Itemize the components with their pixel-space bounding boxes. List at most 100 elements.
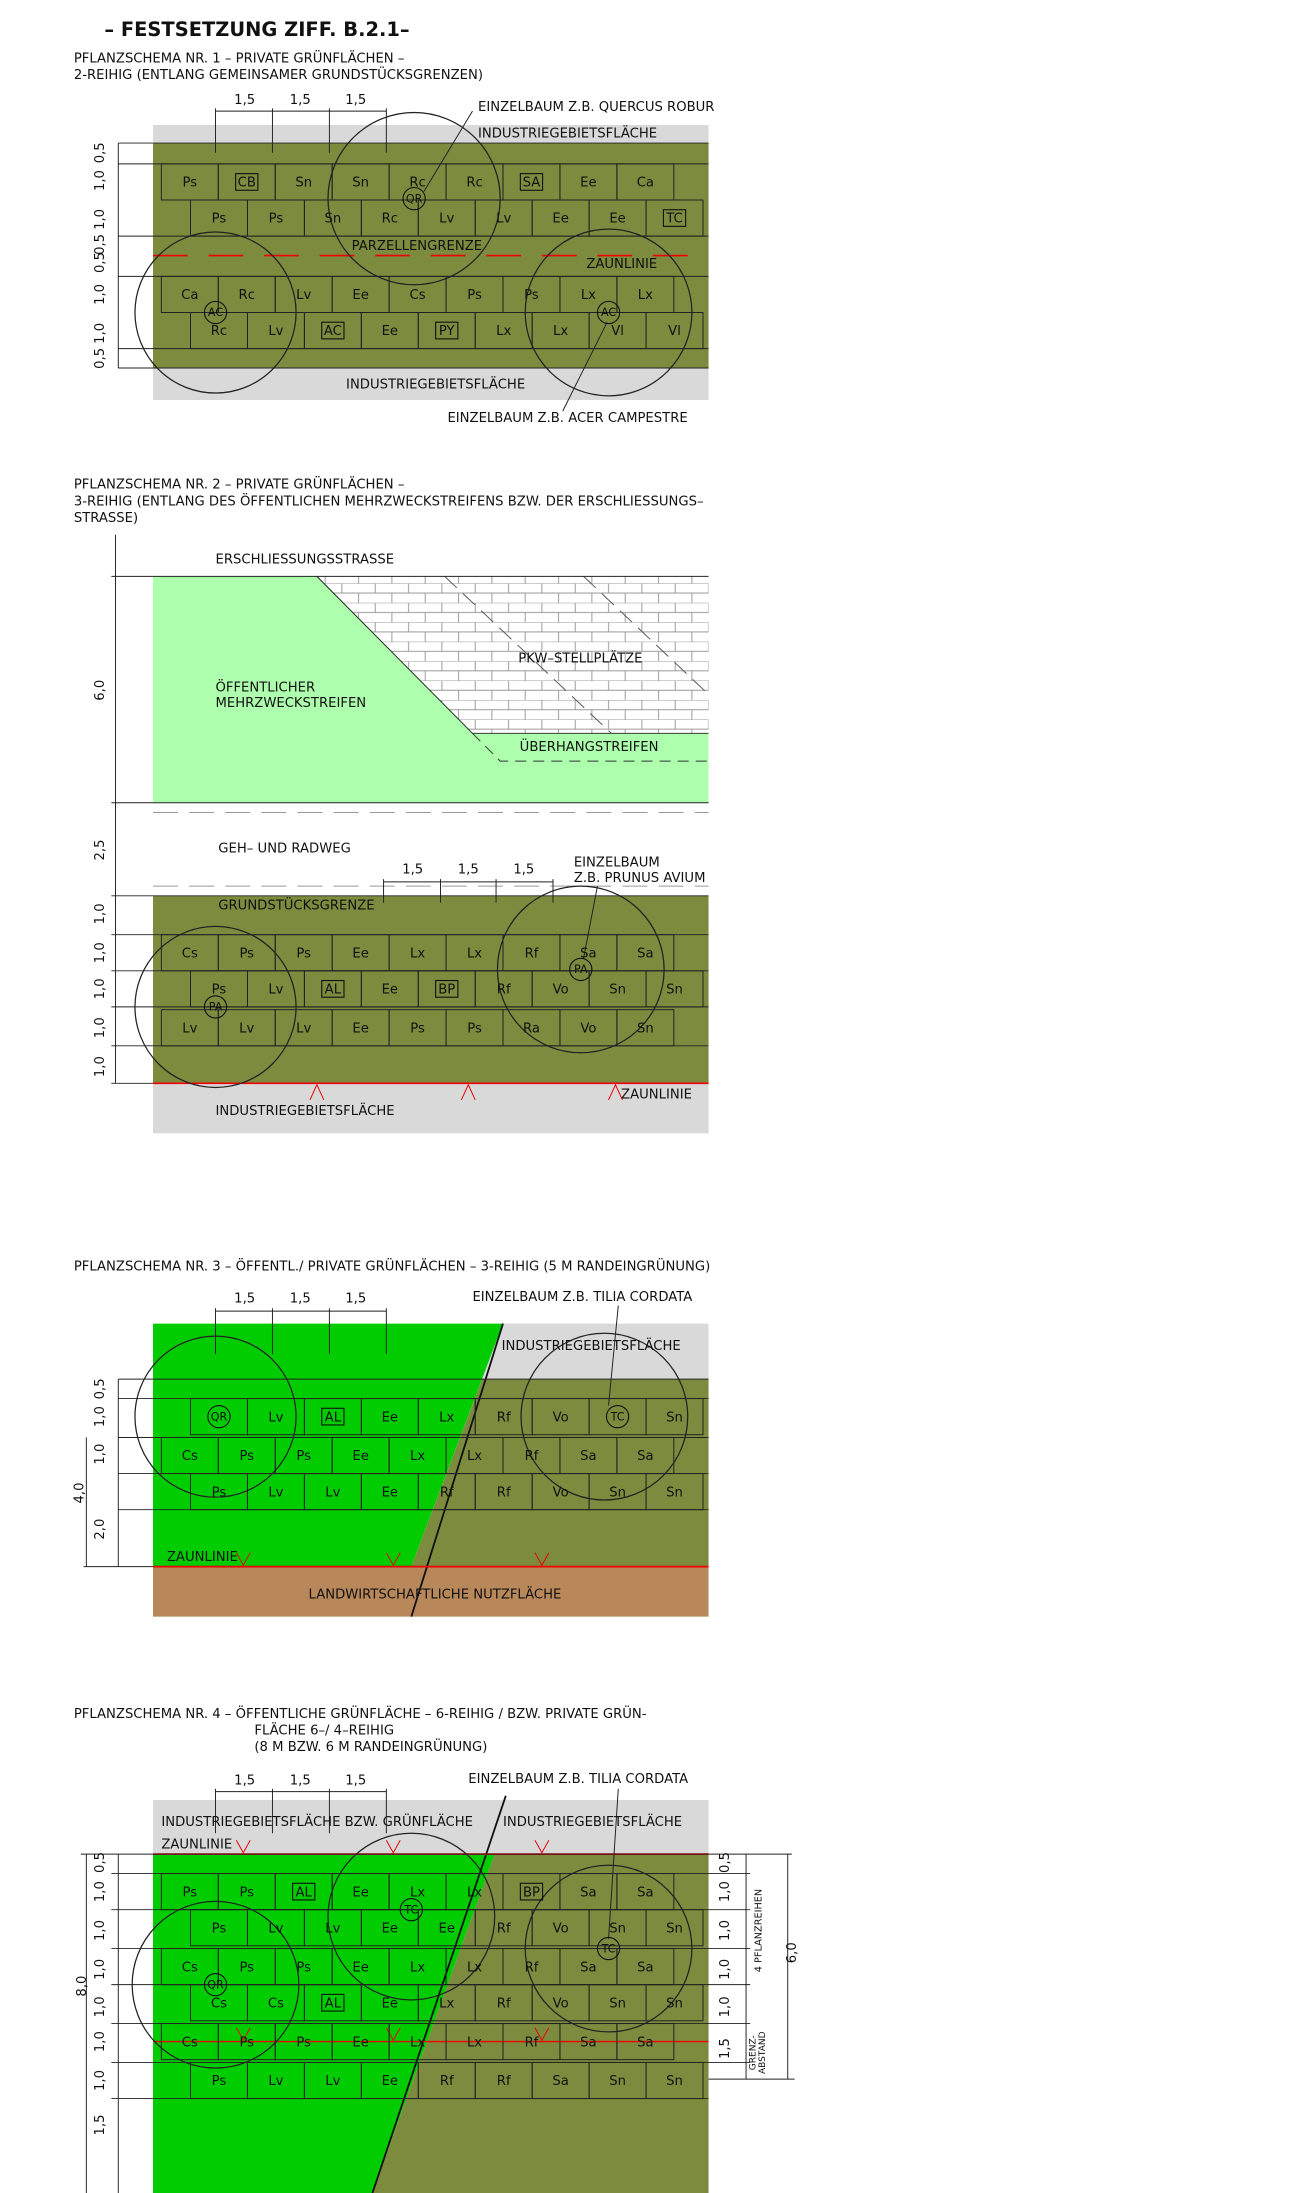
area-label: Z.B. PRUNUS AVIUM (574, 871, 706, 886)
spacing-label: 1,5 (234, 93, 255, 108)
plant-code: Sa (580, 2035, 596, 2050)
spacing-label: 1,5 (513, 862, 534, 877)
plant-code: Cs (211, 1996, 227, 2011)
plant-code: Sn (666, 1996, 683, 2011)
plant-code: BP (438, 983, 455, 998)
plant-code: Cs (182, 1449, 198, 1464)
dimension-label: 1,0 (93, 1959, 108, 1980)
plant-code: Rf (525, 946, 539, 961)
area-label: 6,0 (785, 1942, 800, 1963)
plant-code: Rc (466, 176, 482, 191)
plant-code: Ps (239, 1885, 254, 1900)
plant-code: Sa (580, 1960, 596, 1975)
plant-code: Ps (296, 1449, 311, 1464)
area-label: GRENZ- (748, 2035, 758, 2070)
dimension-label: 1,0 (93, 2070, 108, 2091)
plant-code: Sa (637, 1960, 653, 1975)
area-label: EINZELBAUM Z.B. TILIA CORDATA (472, 1290, 692, 1305)
plant-code: Sa (637, 1885, 653, 1900)
plant-code: Sn (295, 176, 312, 191)
plant-code: Sn (325, 212, 342, 227)
spacing-label: 1,5 (234, 1292, 255, 1307)
plant-code: Lx (467, 1885, 482, 1900)
spacing-label: 1,5 (458, 862, 479, 877)
dimension-label: 0,5 (93, 142, 108, 163)
spacing-label: 1,5 (345, 93, 366, 108)
dimension-label: 0,5 (93, 348, 108, 369)
dimension-label: 1,0 (93, 1881, 108, 1902)
plant-code: Lx (410, 946, 425, 961)
plant-code: Lx (467, 1449, 482, 1464)
area-label: PKW–STELLPLÄTZE (518, 648, 642, 666)
dimension-label: 1,0 (93, 903, 108, 924)
plant-code: Lx (467, 1960, 482, 1975)
plant-code: Ps (212, 1485, 227, 1500)
area-label: MEHRZWECKSTREIFEN (216, 696, 367, 711)
area-label: ÖFFENTLICHER (216, 677, 316, 695)
plant-code: Sa (637, 946, 653, 961)
plant-code: Lv (325, 1921, 340, 1936)
plant-code: Sa (580, 1449, 596, 1464)
plant-code: Sn (609, 2074, 626, 2089)
dimension-label: 1,0 (93, 2031, 108, 2052)
plant-code: Ps (410, 1021, 425, 1036)
plant-code: Sn (666, 1921, 683, 1936)
dimension-label: 1,5 (718, 2038, 733, 2059)
spacing-label: 1,5 (234, 1774, 255, 1789)
plant-code: Rf (525, 2035, 539, 2050)
schema-title: PFLANZSCHEMA NR. 4 – ÖFFENTLICHE GRÜNFLÄ… (74, 1704, 647, 1722)
schema-title: 3-REIHIG (ENTLANG DES ÖFFENTLICHEN MEHRZ… (74, 491, 704, 509)
schema-title: PFLANZSCHEMA NR. 2 – PRIVATE GRÜNFLÄCHEN… (74, 475, 405, 493)
plant-code: Rc (211, 324, 227, 339)
plant-code: Lv (268, 1485, 283, 1500)
plant-code: Lv (268, 983, 283, 998)
plant-code: Ee (352, 1885, 368, 1900)
plant-code: Lv (496, 212, 511, 227)
plant-code: Ps (467, 288, 482, 303)
dimension-label: 1,0 (718, 1996, 733, 2017)
plant-code: Lx (410, 1449, 425, 1464)
plant-code: Ee (439, 1921, 455, 1936)
tree-code: PA (209, 1001, 223, 1014)
plant-code: Ps (239, 1960, 254, 1975)
dimension-label: 1,0 (93, 1996, 108, 2017)
tree-code: QR (406, 192, 423, 205)
plant-code: TC (665, 212, 683, 227)
plant-code: Ps (296, 1960, 311, 1975)
plant-code: Lx (439, 1410, 454, 1425)
dimension-label: 1,0 (718, 1959, 733, 1980)
plant-code: Ps (212, 1921, 227, 1936)
plant-code: QR (211, 1410, 228, 1423)
area-label: EINZELBAUM (574, 855, 660, 870)
area-label: EINZELBAUM Z.B. ACER CAMPESTRE (447, 411, 687, 426)
dimension-label: 1,0 (93, 170, 108, 191)
plant-code: Ps (239, 1449, 254, 1464)
area-label: EINZELBAUM Z.B. TILIA CORDATA (468, 1772, 688, 1787)
dimension-label: 6,0 (93, 680, 108, 701)
plant-code: Ee (382, 1996, 398, 2011)
plant-code: Vo (553, 1996, 569, 2011)
plant-code: Ee (382, 1410, 398, 1425)
plant-code: Lv (325, 2074, 340, 2089)
plant-code: Vo (553, 983, 569, 998)
dimension-label: 0,5 (93, 1852, 108, 1873)
plant-code: Ee (352, 946, 368, 961)
tree-code: PA (574, 963, 588, 976)
plant-code: AL (325, 1410, 342, 1425)
area-label: 4 PFLANZREIHEN (754, 1889, 765, 1972)
plant-code: Ee (352, 1960, 368, 1975)
plant-code: Rf (440, 1485, 454, 1500)
dimension-label: 2,0 (93, 1519, 108, 1540)
plant-code: Rf (497, 1410, 511, 1425)
area-label: ABSTAND (758, 2031, 768, 2074)
area-label: ZAUNLINIE (586, 257, 657, 272)
dimension-label: 0,5 (718, 1852, 733, 1873)
plant-code: Ee (382, 983, 398, 998)
plant-code: CB (238, 176, 256, 191)
dimension-label: 1,5 (93, 2114, 108, 2135)
plant-code: Ps (183, 176, 198, 191)
area-label: ERSCHLIESSUNGSSTRASSE (216, 553, 395, 568)
plant-code: TC (610, 1410, 625, 1423)
plant-code: Ps (212, 2074, 227, 2089)
plant-code: Ps (183, 1885, 198, 1900)
